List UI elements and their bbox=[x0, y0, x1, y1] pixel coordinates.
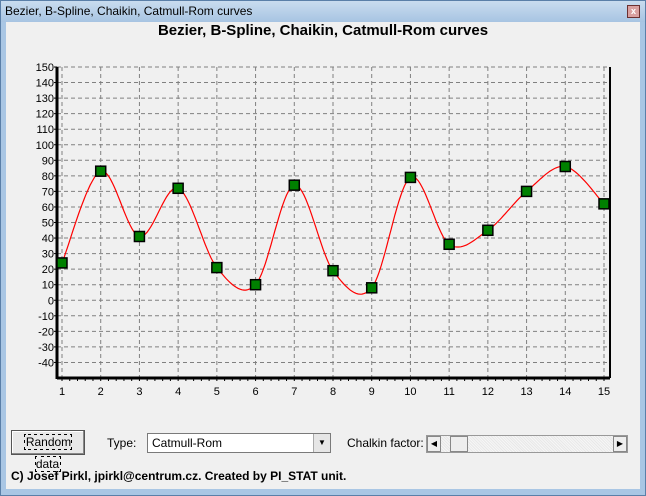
y-tick-label: 30 bbox=[42, 249, 54, 261]
y-tick-label: 100 bbox=[36, 140, 54, 152]
y-tick-label: 90 bbox=[42, 155, 54, 167]
data-point bbox=[327, 264, 339, 277]
y-tick-label: -40 bbox=[38, 357, 54, 369]
y-tick-label: -10 bbox=[38, 311, 54, 323]
data-point bbox=[559, 160, 572, 173]
data-point bbox=[288, 179, 301, 191]
y-tick-label: 40 bbox=[42, 233, 54, 245]
type-label: Type: bbox=[107, 436, 137, 450]
type-value: Catmull-Rom bbox=[152, 436, 223, 450]
y-tick-label: 140 bbox=[36, 78, 54, 90]
y-tick-label: -30 bbox=[38, 342, 54, 354]
data-point bbox=[598, 198, 610, 210]
arrow-left-icon[interactable]: ◀ bbox=[427, 436, 441, 452]
y-tick-label: 60 bbox=[42, 202, 54, 214]
data-point bbox=[482, 224, 494, 237]
x-tick-label: 11 bbox=[443, 386, 454, 398]
x-tick-label: 2 bbox=[98, 386, 104, 398]
data-point bbox=[404, 171, 417, 184]
data-point bbox=[365, 282, 378, 294]
chaikin-slider[interactable]: ◀ ▶ bbox=[426, 435, 628, 453]
copyright-text: C) Josef Pirkl, jpirkl@centrum.cz. Creat… bbox=[11, 469, 347, 483]
y-tick-label: 70 bbox=[42, 186, 54, 198]
data-point bbox=[133, 230, 146, 243]
y-tick-label: 130 bbox=[36, 93, 54, 105]
data-point bbox=[211, 261, 223, 274]
y-tick-label: 110 bbox=[36, 124, 54, 136]
x-tick-label: 4 bbox=[175, 386, 181, 398]
y-tick-label: 10 bbox=[42, 280, 54, 292]
y-tick-label: 20 bbox=[42, 264, 54, 276]
slider-thumb[interactable] bbox=[449, 436, 468, 452]
window-title: Bezier, B-Spline, Chaikin, Catmull-Rom c… bbox=[5, 4, 253, 18]
close-icon[interactable]: x bbox=[627, 5, 640, 18]
data-point bbox=[249, 278, 262, 291]
x-tick-label: 12 bbox=[482, 386, 494, 398]
x-tick-label: 15 bbox=[598, 386, 610, 398]
random-data-button[interactable]: Random data bbox=[11, 430, 85, 472]
title-bar: Bezier, B-Spline, Chaikin, Catmull-Rom c… bbox=[1, 1, 645, 22]
y-tick-label: -20 bbox=[38, 326, 54, 338]
x-tick-label: 5 bbox=[214, 386, 220, 398]
x-tick-label: 7 bbox=[291, 386, 297, 398]
x-tick-label: 3 bbox=[136, 386, 142, 398]
data-point bbox=[94, 165, 107, 177]
chevron-down-icon[interactable]: ▼ bbox=[313, 434, 330, 452]
x-tick-label: 13 bbox=[520, 386, 532, 398]
chaikin-label: Chalkin factor: bbox=[347, 436, 424, 450]
y-tick-label: 150 bbox=[36, 62, 54, 74]
data-point bbox=[56, 257, 68, 269]
random-data-label: Random data bbox=[23, 434, 73, 472]
x-tick-label: 10 bbox=[404, 386, 416, 398]
x-tick-label: 9 bbox=[369, 386, 375, 398]
y-tick-label: 50 bbox=[42, 218, 54, 230]
x-tick-label: 14 bbox=[559, 386, 571, 398]
arrow-right-icon[interactable]: ▶ bbox=[613, 436, 627, 452]
y-tick-label: 80 bbox=[42, 171, 54, 183]
x-tick-label: 8 bbox=[330, 386, 336, 398]
type-select[interactable]: Catmull-Rom ▼ bbox=[147, 433, 331, 453]
client-area bbox=[6, 22, 640, 489]
chart-title: Bezier, B-Spline, Chaikin, Catmull-Rom c… bbox=[157, 22, 489, 39]
data-point bbox=[443, 238, 455, 251]
data-point bbox=[172, 182, 184, 195]
y-tick-label: 120 bbox=[36, 109, 54, 121]
x-tick-label: 1 bbox=[59, 386, 65, 398]
data-point bbox=[520, 185, 533, 198]
y-tick-label: 0 bbox=[48, 295, 54, 307]
x-tick-label: 6 bbox=[253, 386, 259, 398]
